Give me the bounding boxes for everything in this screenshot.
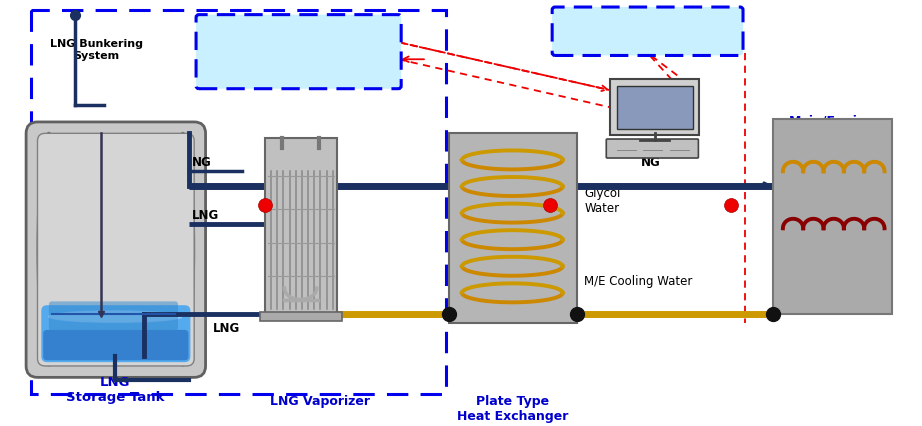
Text: LNG Vaporizer: LNG Vaporizer: [269, 394, 370, 408]
FancyBboxPatch shape: [610, 80, 700, 136]
FancyBboxPatch shape: [449, 134, 577, 323]
Text: Plate Type
Heat Exchanger: Plate Type Heat Exchanger: [456, 394, 568, 423]
Text: NG: NG: [193, 156, 212, 169]
Text: NG: NG: [641, 156, 660, 169]
Text: Glycol
Water: Glycol Water: [585, 186, 621, 214]
Text: LNG
Storage Tank: LNG Storage Tank: [66, 376, 165, 403]
FancyBboxPatch shape: [552, 8, 743, 56]
FancyBboxPatch shape: [43, 330, 188, 360]
FancyBboxPatch shape: [196, 16, 401, 89]
Text: M/E Cooling Water: M/E Cooling Water: [585, 274, 692, 287]
Ellipse shape: [38, 133, 60, 366]
Text: Enclosed Room of
LNG Tank & Vaporizer: Enclosed Room of LNG Tank & Vaporizer: [222, 40, 374, 69]
FancyBboxPatch shape: [26, 123, 206, 377]
Text: LNG: LNG: [193, 208, 219, 221]
FancyBboxPatch shape: [617, 86, 692, 129]
FancyBboxPatch shape: [260, 312, 342, 322]
Text: LNG Bunkering
System: LNG Bunkering System: [50, 39, 143, 61]
Text: Main/Engine: Main/Engine: [789, 115, 875, 128]
Text: LNG: LNG: [213, 322, 241, 335]
Ellipse shape: [49, 311, 182, 322]
FancyBboxPatch shape: [49, 302, 178, 331]
FancyBboxPatch shape: [607, 140, 698, 158]
FancyBboxPatch shape: [774, 120, 892, 314]
FancyBboxPatch shape: [266, 139, 337, 314]
Text: Main Control System: Main Control System: [574, 27, 720, 40]
FancyBboxPatch shape: [41, 305, 190, 363]
FancyBboxPatch shape: [38, 134, 195, 366]
Ellipse shape: [171, 133, 195, 366]
